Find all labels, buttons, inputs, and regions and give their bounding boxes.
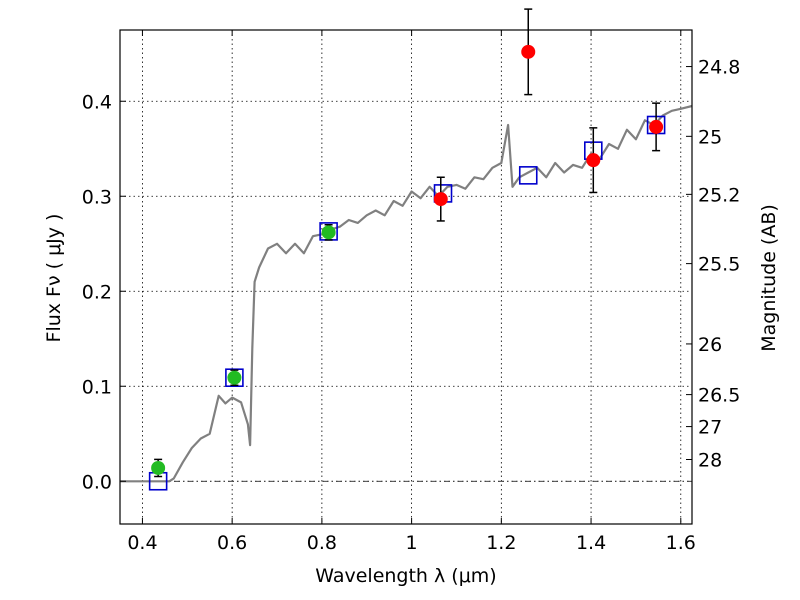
y-tick-label: 0.4 [82, 91, 112, 113]
y-tick-label: 0.3 [82, 186, 112, 208]
y2-tick-label: 25.5 [698, 254, 740, 276]
y-tick-label: 0.2 [82, 281, 112, 303]
plot-frame [119, 29, 693, 525]
data-point [227, 370, 242, 385]
model-curve-layer [120, 104, 693, 483]
model-spectrum-line [120, 104, 693, 483]
y2-axis-title: Magnitude (AB) [758, 204, 780, 352]
x-tick-label: 1.4 [576, 532, 606, 554]
x-tick-label: 1.6 [666, 532, 696, 554]
data-point [321, 225, 336, 240]
x-tick-label: 1.2 [486, 532, 516, 554]
x-tick-label: 0.4 [127, 532, 157, 554]
y2-tick-label: 24.8 [698, 57, 740, 79]
y2-tick-label: 25 [698, 126, 722, 148]
data-points-layer [151, 8, 664, 478]
x-axis-title: Wavelength λ (μm) [315, 565, 496, 587]
y-tick-label: 0.1 [82, 376, 112, 398]
y-axis-title: Flux Fν ( μJy ) [43, 214, 65, 343]
grid-layer [120, 30, 692, 524]
box-markers-layer [148, 115, 666, 491]
data-point [433, 192, 448, 207]
x-tick-label: 0.6 [217, 532, 247, 554]
y2-tick-label: 26.5 [698, 385, 740, 407]
y2-tick-label: 28 [698, 449, 722, 471]
tick-layer [120, 30, 692, 524]
data-point [151, 460, 166, 475]
model-flux-box [225, 368, 244, 388]
model-flux-box [518, 166, 538, 185]
y-tick-label: 0.0 [82, 471, 112, 493]
data-point [649, 119, 664, 134]
y2-tick-label: 25.2 [698, 184, 740, 206]
y2-tick-label: 26 [698, 334, 722, 356]
y2-tick-label: 27 [698, 417, 722, 439]
x-tick-label: 1 [406, 532, 418, 554]
x-tick-label: 0.8 [307, 532, 337, 554]
tick-labels-layer: 0.4 0.6 0.8 1 1.2 1.4 1.6 0.0 0.1 0.2 0.3 0.4 24.8 25… [82, 57, 741, 554]
data-point [586, 153, 601, 168]
data-point [521, 44, 536, 59]
